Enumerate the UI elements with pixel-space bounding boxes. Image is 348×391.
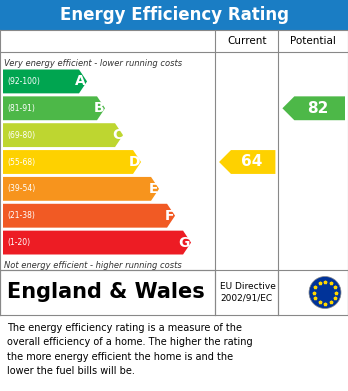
- Polygon shape: [3, 123, 123, 147]
- Text: E: E: [149, 182, 158, 196]
- Text: Current: Current: [227, 36, 267, 46]
- Text: Not energy efficient - higher running costs: Not energy efficient - higher running co…: [4, 262, 182, 271]
- Text: Very energy efficient - lower running costs: Very energy efficient - lower running co…: [4, 59, 182, 68]
- Text: F: F: [165, 209, 174, 223]
- Text: B: B: [93, 101, 104, 115]
- Text: (1-20): (1-20): [7, 238, 30, 247]
- Polygon shape: [3, 70, 87, 93]
- Polygon shape: [3, 150, 141, 174]
- Text: 64: 64: [240, 154, 262, 170]
- Text: 82: 82: [307, 101, 329, 116]
- Text: G: G: [179, 235, 190, 249]
- Polygon shape: [3, 177, 159, 201]
- Bar: [0, 0, 348, 30]
- Text: EU Directive
2002/91/EC: EU Directive 2002/91/EC: [220, 282, 276, 303]
- Text: C: C: [112, 128, 122, 142]
- Text: Potential: Potential: [290, 36, 336, 46]
- Text: Energy Efficiency Rating: Energy Efficiency Rating: [60, 6, 288, 24]
- Polygon shape: [282, 96, 345, 120]
- Polygon shape: [3, 231, 191, 255]
- Polygon shape: [3, 96, 105, 120]
- Polygon shape: [219, 150, 275, 174]
- Text: (21-38): (21-38): [7, 211, 35, 220]
- Polygon shape: [3, 204, 175, 228]
- Text: (92-100): (92-100): [7, 77, 40, 86]
- Text: A: A: [75, 74, 86, 88]
- Text: The energy efficiency rating is a measure of the
overall efficiency of a home. T: The energy efficiency rating is a measur…: [7, 323, 253, 376]
- Text: (39-54): (39-54): [7, 185, 35, 194]
- Text: (55-68): (55-68): [7, 158, 35, 167]
- Text: England & Wales: England & Wales: [7, 283, 205, 303]
- Text: D: D: [128, 155, 140, 169]
- Text: (69-80): (69-80): [7, 131, 35, 140]
- Text: (81-91): (81-91): [7, 104, 35, 113]
- Circle shape: [309, 276, 341, 308]
